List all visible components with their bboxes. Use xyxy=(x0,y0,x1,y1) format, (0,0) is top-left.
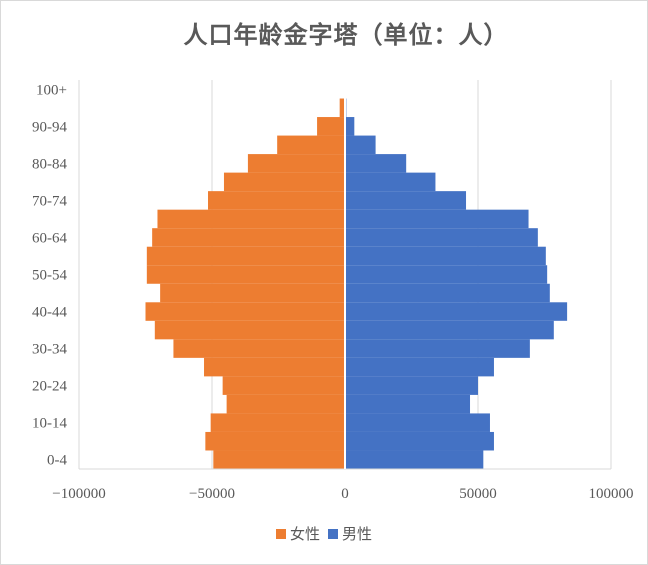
bar-male-10-14 xyxy=(345,413,490,432)
y-tick-label-60-64: 60-64 xyxy=(32,230,67,246)
y-tick-label-30-34: 30-34 xyxy=(32,342,67,358)
bar-female-35-39 xyxy=(154,320,345,340)
x-tick-label-3: 50000 xyxy=(459,486,497,502)
y-tick-label-100+: 100+ xyxy=(36,82,67,98)
x-tick-label-2: 0 xyxy=(341,486,349,502)
legend-label-male: 男性 xyxy=(342,525,373,543)
y-tick-label-40-44: 40-44 xyxy=(32,305,67,321)
legend-swatch-male xyxy=(328,528,338,539)
bar-male-30-34 xyxy=(345,339,530,358)
y-tick-label-80-84: 80-84 xyxy=(32,156,67,172)
bar-female-50-54 xyxy=(146,265,345,284)
y-tick-label-20-24: 20-24 xyxy=(32,379,67,395)
bar-male-0-4 xyxy=(345,450,484,469)
bar-male-85-89 xyxy=(345,135,376,155)
chart-legend: 女性 男性 xyxy=(1,523,647,544)
bar-female-90-94 xyxy=(317,117,345,136)
y-tick-label-50-54: 50-54 xyxy=(32,268,67,284)
bar-male-5-9 xyxy=(345,431,494,451)
legend-label-female: 女性 xyxy=(289,525,320,543)
bar-male-25-29 xyxy=(345,357,494,377)
bar-male-75-79 xyxy=(345,172,436,192)
chart-title: 人口年龄金字塔（单位：人） xyxy=(183,20,509,49)
bar-male-35-39 xyxy=(345,320,554,340)
bar-female-10-14 xyxy=(210,413,345,432)
bar-female-20-24 xyxy=(222,376,345,395)
y-tick-label-90-94: 90-94 xyxy=(32,119,67,135)
legend-swatch-female xyxy=(275,528,286,539)
bar-male-70-74 xyxy=(345,191,467,210)
bar-male-50-54 xyxy=(345,265,548,284)
legend-item-female: 女性 xyxy=(275,523,320,544)
bar-male-60-64 xyxy=(345,228,538,247)
y-tick-label-70-74: 70-74 xyxy=(32,193,67,209)
x-tick-label-0: −100000 xyxy=(52,486,105,502)
y-tick-label-10-14: 10-14 xyxy=(32,416,67,432)
bar-female-75-79 xyxy=(223,172,345,192)
bar-female-30-34 xyxy=(173,339,345,358)
x-tick-label-4: 100000 xyxy=(589,486,634,502)
bar-male-90-94 xyxy=(345,117,355,136)
x-tick-label-1: −50000 xyxy=(189,486,235,502)
bar-female-25-29 xyxy=(204,357,345,377)
bar-female-55-59 xyxy=(146,246,345,266)
bar-female-65-69 xyxy=(157,209,345,229)
legend-item-male: 男性 xyxy=(328,523,372,544)
bar-male-55-59 xyxy=(345,246,546,266)
bar-female-5-9 xyxy=(205,431,345,451)
bar-male-40-44 xyxy=(345,302,568,321)
bar-female-85-89 xyxy=(277,135,345,155)
bar-male-80-84 xyxy=(345,154,407,173)
bar-female-60-64 xyxy=(152,228,345,247)
bar-female-15-19 xyxy=(226,394,345,414)
bar-male-20-24 xyxy=(345,376,478,395)
bar-male-15-19 xyxy=(345,394,471,414)
bar-female-40-44 xyxy=(145,302,345,321)
bar-female-70-74 xyxy=(208,191,345,210)
y-tick-label-0-4: 0-4 xyxy=(47,453,67,469)
bar-male-45-49 xyxy=(345,283,550,303)
bar-female-80-84 xyxy=(247,154,345,173)
bar-female-45-49 xyxy=(160,283,345,303)
bar-male-65-69 xyxy=(345,209,529,229)
bar-female-0-4 xyxy=(213,450,345,469)
bar-female-95-99 xyxy=(339,98,345,118)
